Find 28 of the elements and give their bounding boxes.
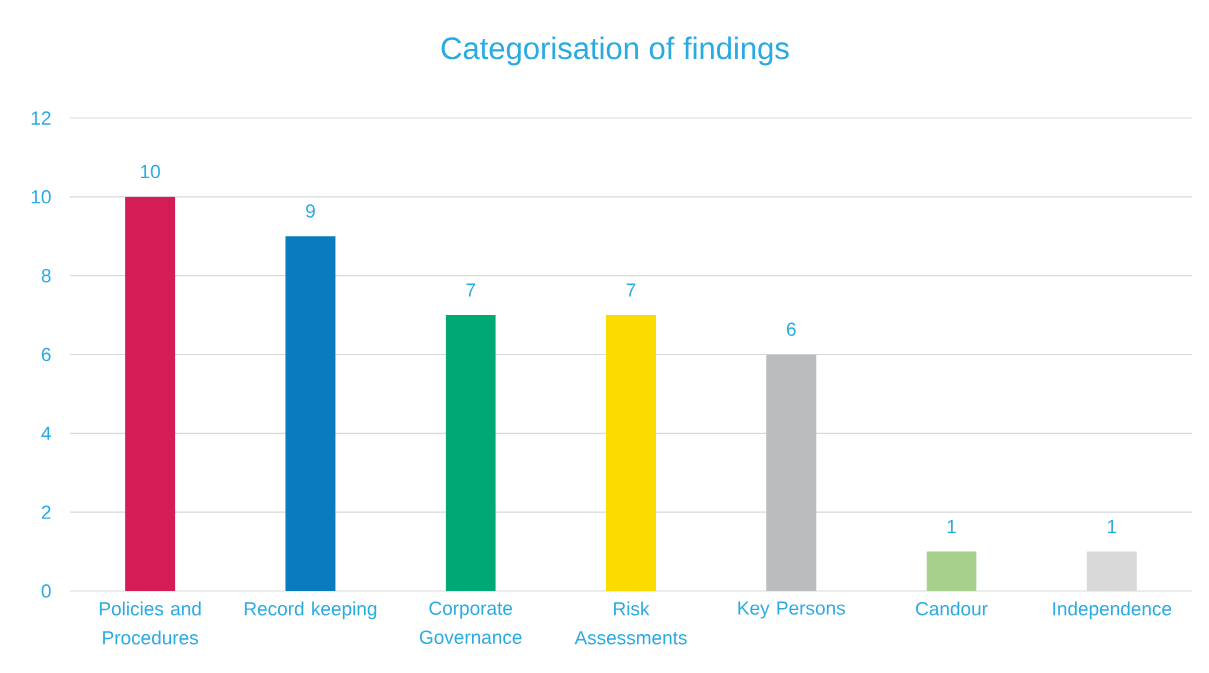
bar — [285, 236, 336, 591]
chart-title: Categorisation of findings — [441, 36, 789, 66]
x-tick-label: Corporate Governance — [419, 601, 522, 644]
x-tick-label: Record keeping — [244, 601, 377, 620]
y-tick-label: 10 — [31, 190, 51, 204]
x-tick-label: Policies and Procedures — [99, 601, 201, 645]
y-tick-label: 6 — [41, 347, 51, 362]
bar — [445, 315, 496, 591]
x-tick-label: Independence — [1053, 601, 1172, 620]
data-label: 7 — [626, 283, 636, 297]
bar — [766, 354, 817, 591]
y-tick-label: 4 — [41, 426, 51, 440]
data-label: 1 — [947, 519, 956, 534]
y-tick-label: 0 — [41, 584, 51, 598]
bar — [605, 315, 656, 591]
data-label: 10 — [141, 164, 160, 179]
bar — [125, 196, 176, 591]
x-tick-label: Candour — [916, 601, 988, 616]
data-label: 7 — [466, 283, 476, 297]
data-label: 1 — [1107, 519, 1117, 534]
y-tick-label: 2 — [41, 505, 51, 519]
x-tick-label: Key Persons — [738, 601, 845, 619]
x-tick-label: Risk Assessments — [574, 601, 687, 645]
data-label: 6 — [786, 322, 796, 336]
y-tick-label: 12 — [31, 111, 51, 125]
bar — [926, 551, 977, 591]
data-label: 9 — [306, 204, 315, 218]
y-tick-label: 8 — [41, 268, 51, 283]
